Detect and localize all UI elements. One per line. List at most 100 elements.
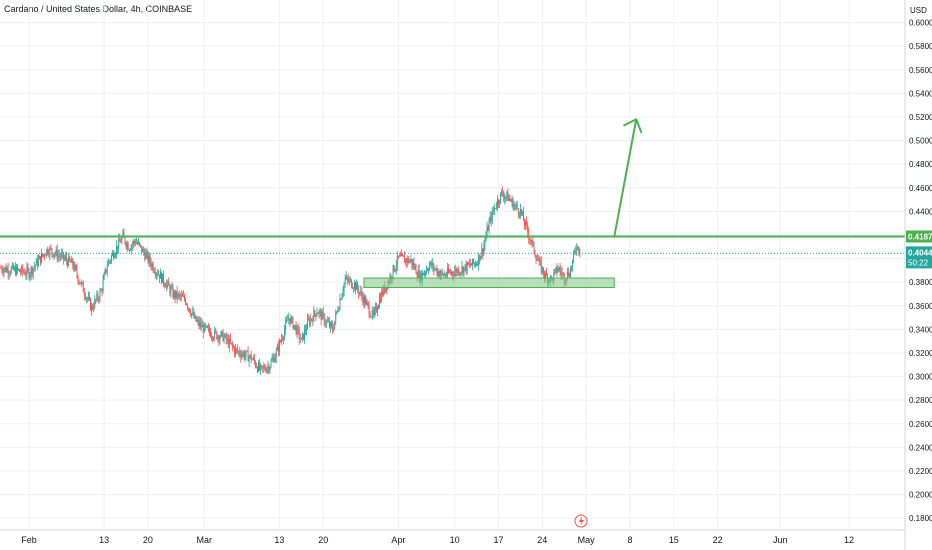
candle-body	[158, 274, 160, 279]
candle	[250, 350, 252, 364]
candle	[288, 312, 290, 325]
candle	[3, 267, 5, 278]
candle	[62, 251, 64, 265]
candle	[312, 315, 314, 327]
x-tick-label: 10	[450, 535, 460, 545]
candle	[373, 306, 375, 319]
candle	[463, 266, 465, 277]
candle-body	[308, 319, 310, 320]
candle	[27, 263, 29, 274]
candle	[26, 261, 28, 280]
candle-body	[214, 330, 216, 339]
projection-arrow-head[interactable]	[623, 118, 643, 134]
candle-body	[357, 283, 359, 290]
y-tick-label: 0.4600	[909, 184, 932, 193]
price-axis[interactable]: 0.6000 0.5800 0.5600 0.5400 0.5200 0.5000 0.48…	[909, 19, 932, 524]
candle	[332, 320, 334, 334]
candle	[471, 258, 473, 271]
candle-body	[446, 268, 448, 276]
candle	[219, 334, 221, 345]
candle	[149, 253, 151, 268]
candle-body	[72, 258, 74, 266]
candle-body	[425, 272, 426, 274]
candle-body	[221, 331, 223, 332]
candle	[169, 283, 171, 297]
candle	[401, 249, 402, 257]
candle-body	[238, 351, 240, 353]
candle-body	[136, 242, 137, 244]
candle-body	[14, 267, 16, 275]
support-zone[interactable]	[363, 277, 615, 288]
candle	[308, 314, 310, 321]
candle-body	[351, 287, 353, 289]
candle	[429, 260, 431, 272]
candle-body	[386, 287, 388, 289]
event-marker[interactable]	[574, 514, 588, 528]
candle-body	[19, 269, 21, 272]
candle	[330, 321, 331, 333]
candle	[436, 264, 438, 277]
candle	[227, 334, 229, 349]
candle	[283, 335, 285, 345]
time-axis[interactable]: Feb 13 20 Mar 13 20 Apr 10 17 24 May 8 15 22 Jun 12	[21, 535, 854, 545]
candle-body	[416, 274, 418, 277]
candle	[425, 271, 426, 279]
candle-body	[336, 311, 338, 313]
candle	[172, 283, 174, 300]
candle	[490, 212, 492, 227]
candle-body	[270, 361, 272, 368]
candle-body	[477, 264, 479, 266]
candle-body	[210, 332, 211, 337]
candle	[372, 306, 374, 319]
candle	[430, 261, 432, 267]
candle-body	[306, 328, 307, 331]
candle-body	[138, 242, 139, 244]
candle	[259, 358, 261, 372]
candle-body	[522, 211, 523, 214]
candle	[265, 364, 267, 373]
projection-arrow-shaft[interactable]	[613, 118, 638, 238]
candle	[382, 288, 384, 297]
candle-body	[463, 267, 465, 274]
candle	[268, 363, 270, 374]
candle	[267, 360, 269, 375]
candle	[378, 304, 379, 310]
candle	[262, 365, 264, 373]
candle	[437, 268, 439, 280]
candle	[577, 245, 579, 251]
candle-body	[420, 272, 422, 282]
candle	[487, 224, 489, 232]
candle-body	[575, 250, 577, 252]
candle-body	[28, 269, 30, 278]
candle-body	[262, 365, 264, 368]
candle	[154, 266, 156, 279]
candle-body	[228, 338, 230, 347]
candle-body	[541, 267, 543, 273]
candle	[301, 332, 303, 342]
candle	[333, 323, 335, 333]
candle	[260, 362, 262, 376]
candle-body	[265, 369, 267, 372]
candle	[322, 306, 324, 320]
candle-body	[242, 352, 244, 355]
candle-body	[218, 336, 220, 341]
candle-body	[126, 243, 128, 247]
candle	[201, 319, 203, 328]
candle	[170, 284, 172, 298]
candle-body	[286, 320, 288, 322]
candle-body	[313, 310, 315, 322]
candle-body	[274, 357, 276, 362]
candle	[356, 279, 358, 291]
candle	[249, 353, 251, 359]
candle-body	[215, 330, 217, 332]
candle-body	[1, 268, 3, 271]
candle-body	[172, 287, 174, 298]
candle-body	[188, 307, 190, 309]
candle-body	[355, 282, 357, 291]
candle-body	[385, 287, 387, 292]
candle-body	[435, 268, 437, 270]
candle-body	[447, 268, 449, 273]
candle	[110, 254, 112, 265]
candle-body	[212, 336, 214, 339]
